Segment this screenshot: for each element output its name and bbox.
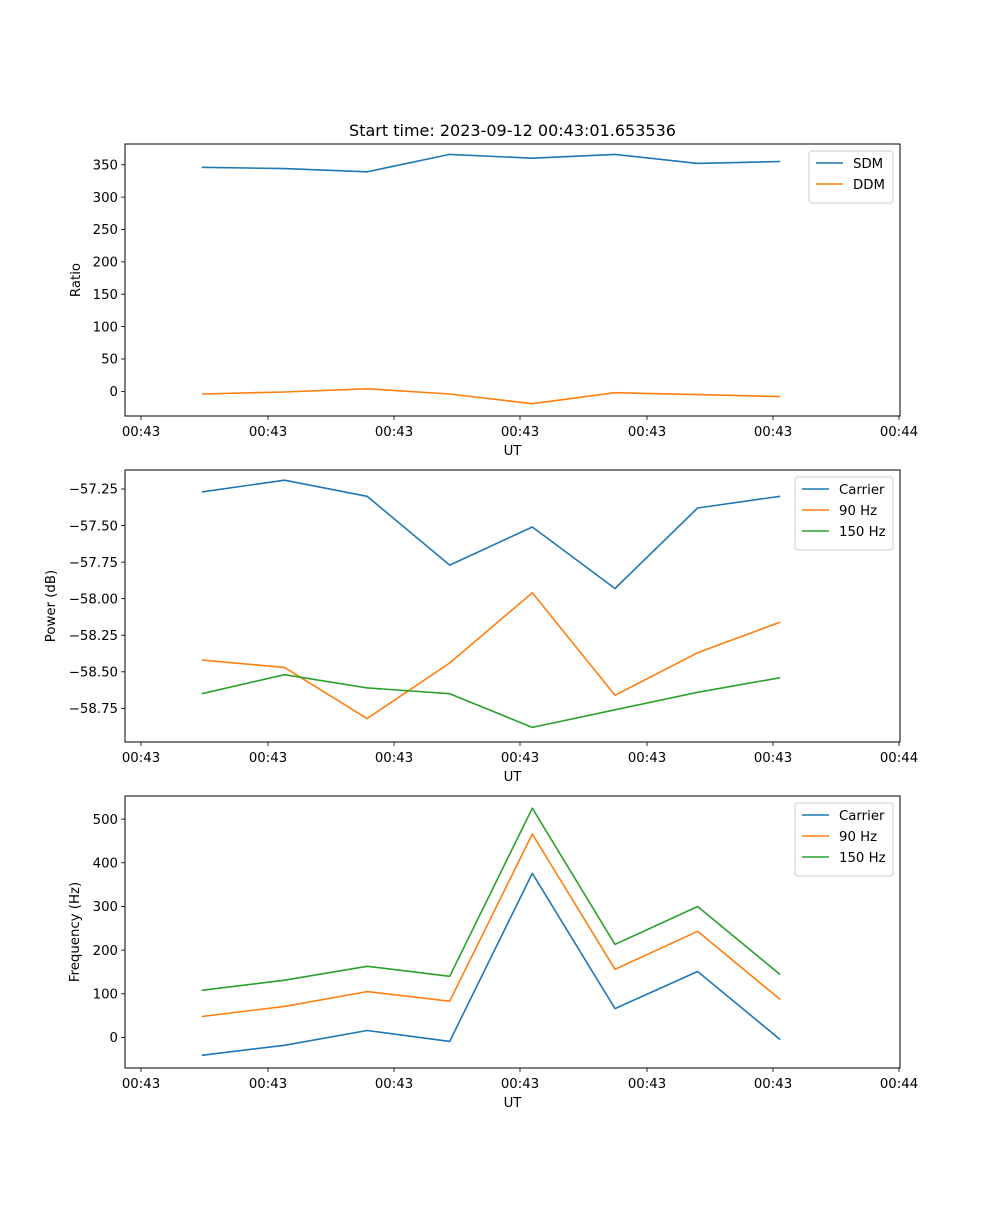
y-tick-label: 250 [93,223,118,238]
y-tick-label: 100 [93,320,118,335]
legend-entry-90-hz: 90 Hz [839,830,877,845]
y-tick-label: 300 [93,900,118,915]
legend-entry-150-hz: 150 Hz [839,851,886,866]
chart-title: Start time: 2023-09-12 00:43:01.653536 [349,121,676,140]
legend-entry-sdm: SDM [853,157,883,172]
x-tick-label: 00:43 [249,751,287,766]
x-tick-label: 00:43 [375,425,413,440]
x-axis-label: UT [504,1096,523,1111]
y-tick-label: 300 [93,191,118,206]
x-tick-label: 00:43 [501,1077,539,1092]
panel-2: 00:43 00:43 00:43 00:43 00:43 00:43 00:44 −58.7… [44,469,918,785]
legend-entry-90-hz: 90 Hz [839,504,877,519]
y-tick-label: 150 [93,288,118,303]
legend: Carrier 90 Hz 150 Hz [794,802,894,877]
x-tick-label: 00:44 [880,1077,918,1092]
x-tick-label: 00:43 [628,425,666,440]
x-tick-label: 00:43 [375,1077,413,1092]
series-line-carrier [201,479,781,590]
y-tick-label: 50 [101,353,118,368]
panel-3: 00:43 00:43 00:43 00:43 00:43 00:43 00:44 0 100 2… [68,795,918,1111]
legend-entry-carrier: Carrier [839,809,885,824]
panel-1: 00:43 00:43 00:43 00:43 00:43 00:43 00:44 0 50 10… [69,143,918,459]
y-tick-label: 350 [93,158,118,173]
y-tick-label: −58.50 [69,666,118,681]
y-tick-label: −57.50 [69,519,118,534]
y-tick-label: −57.75 [69,556,118,571]
series-line-150-hz [201,807,781,992]
series-line-90-hz [201,833,781,1018]
y-tick-label: −58.00 [69,592,118,607]
y-axis-label: Frequency (Hz) [68,882,83,982]
legend-entry-ddm: DDM [853,178,885,193]
series-line-150-hz [201,673,781,729]
y-tick-label: 400 [93,856,118,871]
x-tick-label: 00:43 [628,1077,666,1092]
x-axis-label: UT [504,770,523,785]
x-tick-label: 00:43 [249,425,287,440]
legend-box [808,150,894,204]
y-tick-label: −58.75 [69,702,118,717]
x-tick-label: 00:44 [880,751,918,766]
x-tick-label: 00:44 [880,425,918,440]
x-tick-label: 00:43 [754,425,792,440]
x-tick-label: 00:43 [122,425,160,440]
y-tick-label: 0 [110,1031,118,1046]
y-tick-label: 500 [93,813,118,828]
x-axis-label: UT [504,444,523,459]
x-tick-label: 00:43 [122,751,160,766]
x-tick-label: 00:43 [754,1077,792,1092]
series-line-sdm [201,153,781,173]
y-tick-label: −57.25 [69,483,118,498]
y-tick-label: −58.25 [69,629,118,644]
series-line-carrier [201,872,781,1057]
x-tick-label: 00:43 [122,1077,160,1092]
axes-frame [124,143,901,417]
legend: Carrier 90 Hz 150 Hz [794,476,894,551]
x-tick-label: 00:43 [249,1077,287,1092]
x-tick-label: 00:43 [754,751,792,766]
legend: SDM DDM [808,150,894,204]
x-tick-label: 00:43 [501,425,539,440]
axes-frame [124,795,901,1069]
x-tick-label: 00:43 [501,751,539,766]
y-axis-label: Power (dB) [44,570,59,642]
x-tick-label: 00:43 [375,751,413,766]
y-tick-label: 200 [93,944,118,959]
y-axis-label: Ratio [69,263,84,297]
series-line-ddm [201,387,781,405]
legend-entry-150-hz: 150 Hz [839,525,886,540]
axes-frame [124,469,901,743]
legend-entry-carrier: Carrier [839,483,885,498]
y-tick-label: 0 [110,385,118,400]
y-tick-label: 100 [93,987,118,1002]
x-tick-label: 00:43 [628,751,666,766]
series-line-90-hz [201,591,781,720]
y-tick-label: 200 [93,256,118,271]
